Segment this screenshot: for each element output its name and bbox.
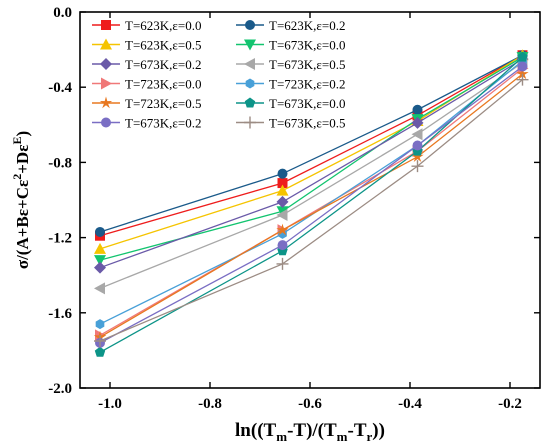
data-point bbox=[276, 223, 289, 236]
data-point bbox=[411, 150, 424, 163]
x-tick-label: -0.4 bbox=[398, 396, 422, 412]
legend-item: T=723K,ε=0.0 bbox=[92, 77, 201, 92]
data-point bbox=[517, 51, 528, 62]
legend-marker bbox=[244, 97, 256, 108]
data-point bbox=[94, 255, 106, 267]
y-tick-label: -1.2 bbox=[48, 231, 72, 247]
data-point bbox=[277, 178, 288, 189]
legend-marker bbox=[244, 116, 256, 129]
x-tick-label: -1.0 bbox=[98, 396, 122, 412]
data-point bbox=[276, 195, 289, 208]
legend-marker bbox=[100, 58, 112, 70]
legend-marker bbox=[245, 20, 255, 30]
y-tick-label: -1.6 bbox=[48, 306, 72, 322]
legend-item: T=623K,ε=0.0 bbox=[92, 18, 201, 33]
y-axis-label: σ/(A+Bε+Cε2+DεE) bbox=[10, 131, 32, 269]
legend-marker bbox=[244, 39, 256, 51]
legend-item: T=673K,ε=0.0 bbox=[236, 38, 345, 53]
series-line bbox=[99, 60, 523, 325]
axis-ticks: -1.0 -0.8 -0.6 -0.4 -0.2 0.0 -0.4 -0.8 -1.2 -1.6 -… bbox=[48, 5, 540, 412]
series-line bbox=[99, 58, 523, 269]
legend-label: T=673K,ε=0.5 bbox=[269, 57, 345, 72]
legend-label: T=673K,ε=0.5 bbox=[269, 116, 345, 131]
x-tick-label: -0.2 bbox=[498, 396, 522, 412]
legend-item: T=673K,ε=0.5 bbox=[236, 116, 345, 131]
y-tick-label: 0.0 bbox=[53, 5, 72, 21]
series-line bbox=[99, 62, 523, 289]
data-point bbox=[94, 346, 106, 357]
data-point bbox=[411, 128, 423, 141]
legend-marker bbox=[101, 77, 112, 90]
legend-item: T=673K,ε=0.2 bbox=[92, 116, 201, 131]
data-point bbox=[517, 61, 528, 72]
series-line bbox=[99, 66, 523, 344]
legend-label: T=673K,ε=0.2 bbox=[125, 57, 201, 72]
data-point bbox=[276, 209, 288, 222]
data-point bbox=[412, 140, 423, 151]
series-line bbox=[99, 67, 523, 336]
x-tick-label: -0.6 bbox=[298, 396, 322, 412]
data-point bbox=[411, 116, 424, 129]
y-tick-label: -0.4 bbox=[48, 80, 72, 96]
legend-item: T=673K,ε=0.0 bbox=[236, 96, 345, 111]
data-point bbox=[277, 240, 288, 251]
legend-marker bbox=[244, 58, 255, 70]
data-point bbox=[516, 67, 529, 80]
x-axis-label: ln((Tm-T)/(Tm-Tr)) bbox=[235, 420, 385, 444]
data-point bbox=[94, 242, 106, 254]
data-point bbox=[95, 226, 105, 237]
legend-label: T=623K,ε=0.2 bbox=[269, 18, 345, 33]
series-line bbox=[99, 56, 523, 353]
legend-label: T=723K,ε=0.0 bbox=[125, 77, 201, 92]
legend-marker bbox=[101, 117, 111, 128]
legend-label: T=673K,ε=0.0 bbox=[269, 38, 345, 53]
data-point bbox=[94, 261, 106, 274]
legend-item: T=623K,ε=0.5 bbox=[92, 38, 201, 53]
legend-item: T=673K,ε=0.5 bbox=[236, 57, 345, 72]
series-line bbox=[99, 73, 523, 338]
data-point bbox=[94, 282, 105, 295]
legend-item: T=673K,ε=0.2 bbox=[92, 57, 201, 72]
series bbox=[94, 51, 528, 357]
data-point bbox=[411, 160, 424, 173]
legend-marker bbox=[101, 20, 111, 30]
legend-label: T=623K,ε=0.5 bbox=[125, 38, 201, 53]
legend-marker bbox=[100, 38, 112, 50]
legend: T=623K,ε=0.0 T=623K,ε=0.2 T=623K,ε=0.5 T=67… bbox=[92, 18, 345, 131]
legend-label: T=723K,ε=0.5 bbox=[125, 96, 201, 111]
series-line bbox=[99, 54, 523, 237]
data-point bbox=[516, 73, 529, 86]
series-line bbox=[99, 54, 523, 233]
legend-marker bbox=[245, 78, 255, 89]
legend-marker bbox=[99, 96, 113, 109]
y-tick-label: -0.8 bbox=[48, 155, 72, 171]
data-point bbox=[95, 319, 105, 330]
x-tick-label: -0.8 bbox=[198, 396, 222, 412]
legend-label: T=673K,ε=0.0 bbox=[269, 96, 345, 111]
data-point bbox=[412, 104, 423, 115]
legend-label: T=623K,ε=0.0 bbox=[125, 18, 201, 33]
data-point bbox=[276, 184, 289, 196]
legend-item: T=723K,ε=0.2 bbox=[236, 77, 345, 92]
legend-item: T=623K,ε=0.2 bbox=[236, 18, 345, 33]
series-line bbox=[99, 79, 523, 342]
data-point bbox=[276, 257, 289, 270]
y-tick-label: -2.0 bbox=[48, 381, 72, 397]
data-point bbox=[94, 335, 106, 347]
series-line bbox=[99, 56, 523, 261]
legend-item: T=723K,ε=0.5 bbox=[92, 96, 201, 111]
legend-label: T=723K,ε=0.2 bbox=[269, 77, 345, 92]
series-group bbox=[93, 49, 529, 357]
legend-label: T=673K,ε=0.2 bbox=[125, 116, 201, 131]
series bbox=[94, 73, 529, 347]
data-point bbox=[277, 168, 288, 179]
